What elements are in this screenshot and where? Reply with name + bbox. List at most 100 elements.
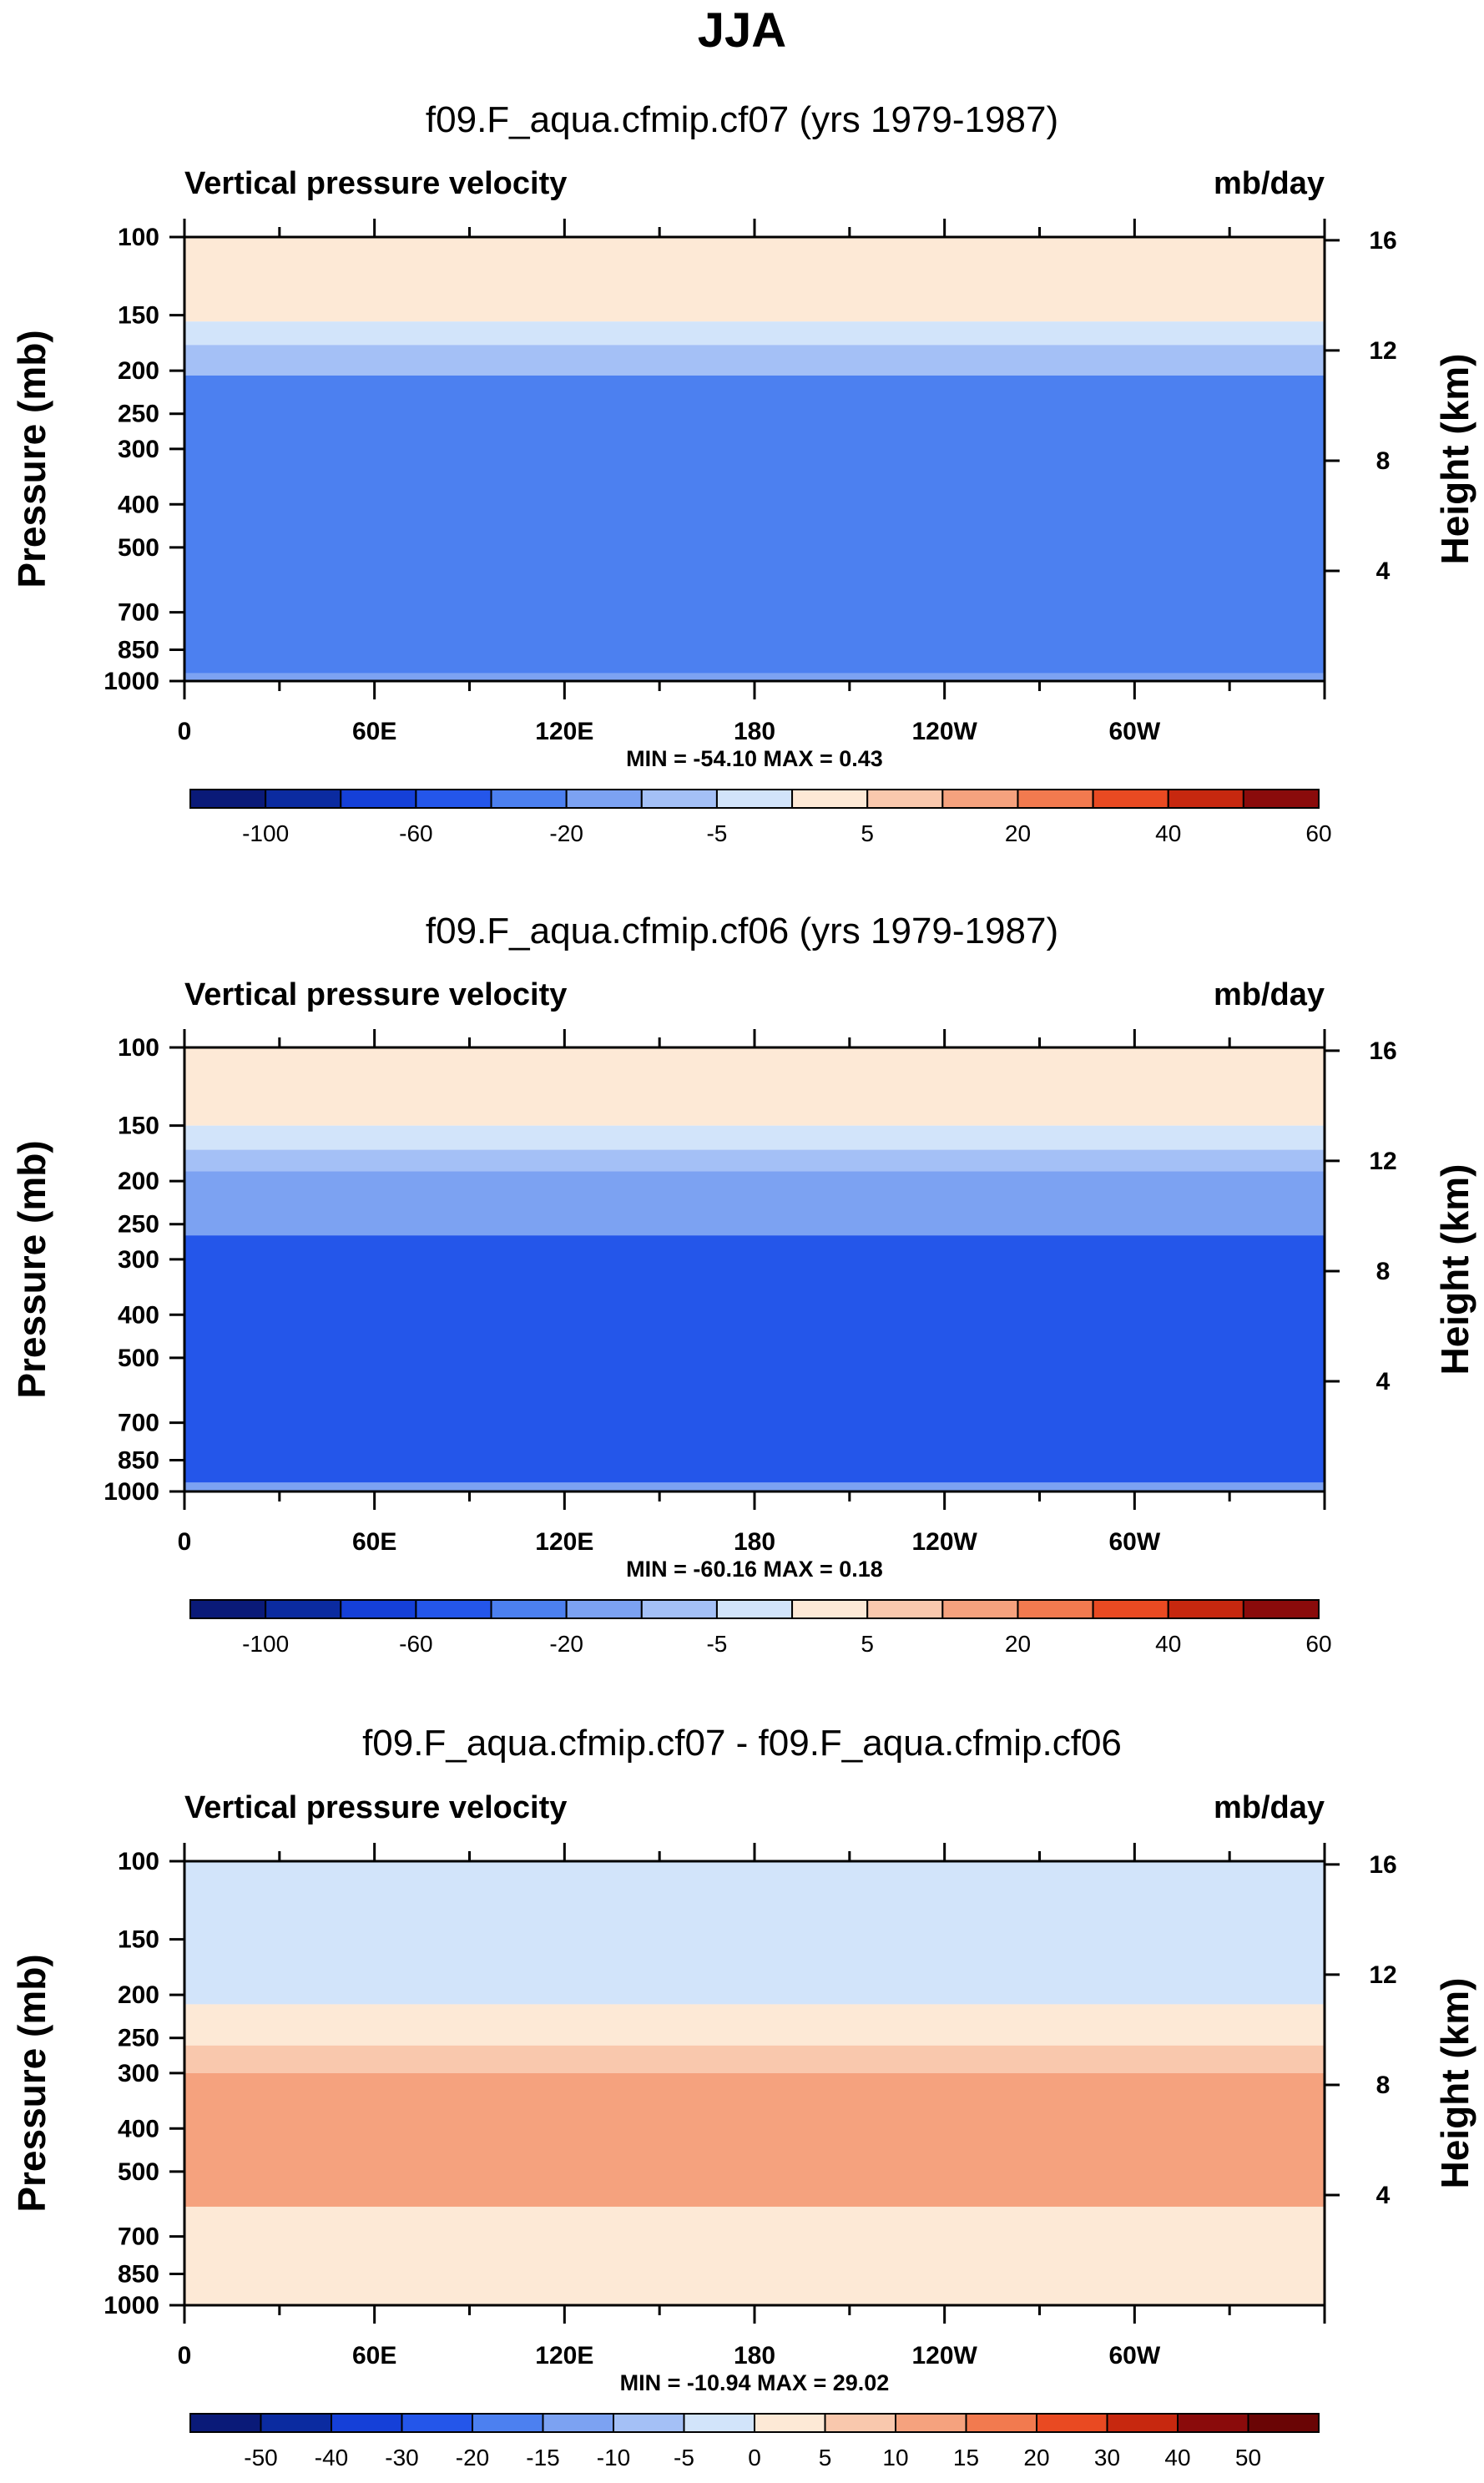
colorbar-swatch <box>1036 2413 1108 2433</box>
colorbar: -100 -60 -20 -5 5 20 40 60 <box>189 1599 1332 1657</box>
colorbar-swatch <box>340 1599 417 1619</box>
colorbar-label: 20 <box>1005 1631 1031 1657</box>
x-axis: 0 60E 120E 180 120W 60W <box>178 219 1326 745</box>
x-axis: 0 60E 120E 180 120W 60W <box>178 1843 1326 2369</box>
y-right-tick-label: 4 <box>1376 558 1391 585</box>
variable-label: Vertical pressure velocity <box>184 166 567 201</box>
y-tick-label: 150 <box>118 1113 159 1140</box>
x-tick-label: 180 <box>734 718 775 745</box>
y-axis-left: 100 150 200 250 300 400 500 700 850 1000 Pressure … <box>10 1034 184 1506</box>
x-tick-label: 0 <box>178 2342 192 2369</box>
colorbar-swatch <box>265 789 342 809</box>
colorbar-swatch <box>490 1599 568 1619</box>
contour-band <box>184 2206 1325 2305</box>
colorbar-label: 20 <box>1005 820 1031 846</box>
y-tick-label: 150 <box>118 302 159 330</box>
x-tick-label: 60W <box>1108 1528 1160 1556</box>
colorbar-label: 40 <box>1164 2445 1190 2470</box>
contour-band <box>184 2045 1325 2073</box>
colorbar-swatch <box>1167 1599 1244 1619</box>
x-tick-label: 120E <box>535 1528 593 1556</box>
colorbar-label: -40 <box>315 2445 348 2470</box>
contour-band <box>184 1171 1325 1236</box>
min-max-stats: MIN = -54.10 MAX = 0.43 <box>626 746 883 771</box>
colorbar-swatch <box>1017 789 1094 809</box>
y-tick-label: 850 <box>118 636 159 664</box>
min-max-stats: MIN = -60.16 MAX = 0.18 <box>626 1557 883 1582</box>
y-tick-label: 400 <box>118 491 159 518</box>
colorbar-swatch <box>1167 789 1244 809</box>
y-right-tick-label: 4 <box>1376 2182 1391 2209</box>
colorbar-swatch <box>715 789 794 809</box>
colorbar-swatch <box>1242 1599 1320 1619</box>
y-axis-right: 16 12 8 4 Height (km) <box>1325 1037 1476 1395</box>
y-right-tick-label: 8 <box>1376 1258 1391 1285</box>
units-label: mb/day <box>1214 977 1325 1012</box>
colorbar: -100 -60 -20 -5 5 20 40 60 <box>189 789 1332 846</box>
colorbar-label: -20 <box>549 820 583 846</box>
panel-title: f09.F_aqua.cfmip.cf07 (yrs 1979-1987) <box>426 99 1058 140</box>
y-right-axis-title: Height (km) <box>1433 1164 1476 1375</box>
colorbar-label: -60 <box>399 1631 432 1657</box>
colorbar-swatch <box>1242 789 1320 809</box>
colorbar-swatch <box>490 789 568 809</box>
colorbar-label: 60 <box>1305 1631 1331 1657</box>
contour-band <box>184 1235 1325 1483</box>
x-tick-label: 120W <box>911 2342 977 2369</box>
y-axis-left: 100 150 200 250 300 400 500 700 850 1000 Pressure … <box>10 1848 184 2319</box>
y-tick-label: 500 <box>118 2158 159 2186</box>
y-right-tick-label: 8 <box>1376 2072 1391 2099</box>
colorbar-label: -5 <box>674 2445 694 2470</box>
contour-band <box>184 321 1325 346</box>
panel-2: f09.F_aqua.cfmip.cf06 (yrs 1979-1987) Ver… <box>10 911 1476 1657</box>
x-tick-label: 0 <box>178 718 192 745</box>
y-tick-label: 700 <box>118 2223 159 2251</box>
x-tick-label: 180 <box>734 1528 775 1556</box>
panel-title: f09.F_aqua.cfmip.cf06 (yrs 1979-1987) <box>426 911 1058 951</box>
x-tick-label: 60W <box>1108 718 1160 745</box>
colorbar-swatch <box>791 1599 869 1619</box>
colorbar-swatch <box>415 789 492 809</box>
y-right-tick-label: 16 <box>1369 1851 1396 1879</box>
colorbar-swatch <box>1247 2413 1320 2433</box>
colorbar-label: -100 <box>242 820 289 846</box>
y-tick-label: 1000 <box>103 668 159 695</box>
x-tick-label: 60E <box>352 2342 396 2369</box>
x-tick-label: 120E <box>535 2342 593 2369</box>
colorbar: -50 -40 -30 -20 -15 -10 -5 0 5 10 15 20 30 40 50 <box>189 2413 1320 2470</box>
colorbar-swatch <box>542 2413 614 2433</box>
y-right-tick-label: 4 <box>1376 1368 1391 1395</box>
variable-label: Vertical pressure velocity <box>184 977 567 1012</box>
colorbar-label: -60 <box>399 820 432 846</box>
y-right-tick-label: 12 <box>1369 1961 1396 1989</box>
x-tick-label: 180 <box>734 2342 775 2369</box>
y-tick-label: 850 <box>118 2260 159 2288</box>
colorbar-label: -30 <box>385 2445 418 2470</box>
contour-band <box>184 345 1325 376</box>
y-tick-label: 200 <box>118 1981 159 2009</box>
colorbar-label: 15 <box>953 2445 979 2470</box>
y-axis-title: Pressure (mb) <box>10 1954 53 2212</box>
y-tick-label: 200 <box>118 1168 159 1195</box>
colorbar-swatch <box>340 789 417 809</box>
y-right-tick-label: 8 <box>1376 447 1391 475</box>
contour-band <box>184 375 1325 674</box>
y-tick-label: 700 <box>118 599 159 627</box>
colorbar-swatch <box>965 2413 1037 2433</box>
colorbar-label: 5 <box>861 820 874 846</box>
contour-fills <box>184 1861 1325 2305</box>
contour-fills <box>184 237 1325 681</box>
colorbar-swatch <box>189 789 267 809</box>
y-tick-label: 250 <box>118 401 159 428</box>
colorbar-label: 60 <box>1305 820 1331 846</box>
y-axis-right: 16 12 8 4 Height (km) <box>1325 227 1476 585</box>
colorbar-label: 10 <box>882 2445 908 2470</box>
colorbar-label: 40 <box>1155 1631 1181 1657</box>
x-axis: 0 60E 120E 180 120W 60W <box>178 1029 1326 1556</box>
y-tick-label: 1000 <box>103 2292 159 2319</box>
colorbar-label: -20 <box>456 2445 489 2470</box>
y-tick-label: 300 <box>118 436 159 463</box>
x-tick-label: 60E <box>352 1528 396 1556</box>
y-tick-label: 250 <box>118 1211 159 1239</box>
colorbar-label: -15 <box>526 2445 559 2470</box>
